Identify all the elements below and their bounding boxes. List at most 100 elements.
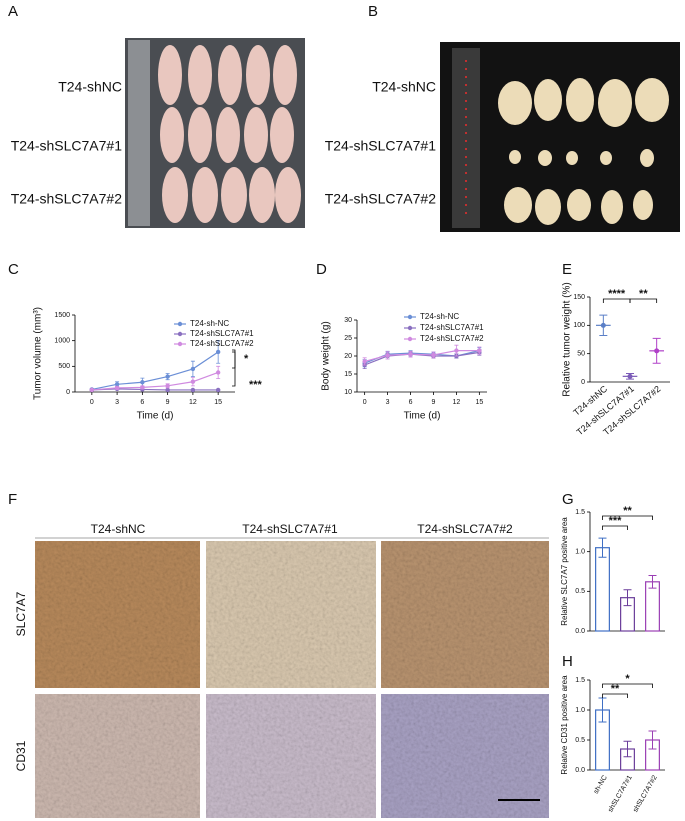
sig-bracket bbox=[602, 683, 653, 688]
point bbox=[362, 359, 367, 364]
y-tick-label: 100 bbox=[573, 322, 585, 329]
x-tick-label: 3 bbox=[386, 399, 390, 406]
row-label: T24-shSLC7A7#1 bbox=[325, 138, 437, 154]
sig-bracket bbox=[602, 515, 653, 520]
x-tick-label: 3 bbox=[115, 399, 119, 406]
y-tick-label: 50 bbox=[577, 351, 585, 358]
sig-label: *** bbox=[249, 379, 263, 391]
y-tick-label: 0 bbox=[66, 389, 70, 396]
point bbox=[165, 387, 170, 393]
row-label: T24-shNC bbox=[372, 79, 436, 95]
y-tick-label: 1000 bbox=[54, 338, 70, 345]
sig-bracket bbox=[602, 525, 628, 530]
panel-label: E bbox=[562, 261, 572, 278]
point bbox=[114, 382, 120, 387]
series-line bbox=[364, 350, 480, 362]
legend-marker bbox=[407, 314, 413, 320]
y-axis-label: Tumor volume (mm³) bbox=[33, 307, 44, 400]
y-tick-label: 0.5 bbox=[575, 588, 585, 595]
y-tick-label: 1.0 bbox=[575, 707, 585, 714]
panel-label: D bbox=[316, 261, 327, 278]
x-tick-label: 9 bbox=[432, 399, 436, 406]
sig-bracket bbox=[232, 349, 236, 387]
x-tick-label: 6 bbox=[409, 399, 413, 406]
row-label: T24-shNC bbox=[58, 79, 122, 95]
point bbox=[215, 349, 221, 355]
x-tick-label: 0 bbox=[363, 399, 367, 406]
error-bar bbox=[626, 373, 634, 380]
point bbox=[190, 366, 196, 372]
x-axis-label: Time (d) bbox=[137, 411, 174, 422]
point bbox=[454, 348, 459, 353]
y-tick-label: 0.0 bbox=[575, 767, 585, 774]
error-bar bbox=[598, 537, 607, 558]
y-tick-label: 1500 bbox=[54, 312, 70, 319]
point bbox=[477, 348, 482, 353]
sig-label: * bbox=[244, 353, 249, 365]
x-tick-label: shSLC7A7#1 bbox=[607, 774, 634, 813]
y-tick-label: 10 bbox=[344, 389, 352, 396]
x-tick-label: 15 bbox=[475, 399, 483, 406]
panel-label: B bbox=[368, 3, 378, 20]
sig-label: ** bbox=[639, 288, 648, 300]
row-label: T24-shSLC7A7#1 bbox=[11, 138, 123, 154]
panel-label: C bbox=[8, 261, 19, 278]
legend-label: T24-sh-NC bbox=[420, 312, 459, 321]
mice-photo bbox=[125, 38, 305, 228]
ihc-images bbox=[35, 541, 549, 818]
x-tick-label: shSLC7A7#2 bbox=[632, 774, 659, 813]
x-tick-label: 6 bbox=[140, 399, 144, 406]
series-line bbox=[91, 351, 219, 391]
x-tick-label: 12 bbox=[453, 399, 461, 406]
legend-marker bbox=[407, 325, 413, 331]
y-axis-label: Relative tumor weight (%) bbox=[562, 282, 573, 396]
point bbox=[431, 352, 436, 358]
error-bar bbox=[599, 314, 608, 337]
panel-label: G bbox=[562, 491, 574, 508]
sig-bracket bbox=[602, 693, 628, 698]
y-tick-label: 0 bbox=[581, 379, 585, 386]
sig-label: *** bbox=[609, 515, 623, 527]
y-axis-label: Relative SLC7A7 positive area bbox=[560, 517, 569, 626]
sig-bracket bbox=[232, 351, 236, 369]
point bbox=[165, 374, 170, 379]
point bbox=[165, 383, 170, 389]
series-line bbox=[91, 388, 219, 391]
error-bar bbox=[648, 574, 657, 589]
error-bar bbox=[652, 337, 661, 364]
row-label: T24-shSLC7A7#2 bbox=[11, 191, 123, 207]
error-bar bbox=[648, 730, 657, 750]
bar bbox=[645, 581, 660, 632]
legend-marker bbox=[177, 321, 183, 327]
legend-label: T24-shSLC7A7#2 bbox=[420, 334, 484, 343]
bar bbox=[595, 547, 610, 632]
column-label: T24-shSLC7A7#1 bbox=[242, 522, 338, 536]
legend-label: T24-shSLC7A7#1 bbox=[420, 323, 484, 332]
y-tick-label: 20 bbox=[344, 353, 352, 360]
panel-label: A bbox=[8, 3, 18, 20]
sig-label: * bbox=[625, 673, 630, 685]
x-tick-label: 12 bbox=[189, 399, 197, 406]
point bbox=[190, 387, 196, 393]
legend-label: T24-shSLC7A7#1 bbox=[190, 329, 254, 338]
error-bar bbox=[623, 589, 632, 607]
panel-label: H bbox=[562, 653, 573, 670]
x-tick-label: 9 bbox=[166, 399, 170, 406]
point bbox=[385, 353, 390, 358]
row-label: SLC7A7 bbox=[14, 591, 28, 636]
x-tick-label: 0 bbox=[90, 399, 94, 406]
y-tick-label: 1.0 bbox=[575, 549, 585, 556]
y-tick-label: 1.5 bbox=[575, 509, 585, 516]
legend-marker bbox=[177, 331, 183, 337]
column-label: T24-shNC bbox=[91, 522, 146, 536]
y-tick-label: 15 bbox=[344, 371, 352, 378]
y-tick-label: 500 bbox=[58, 363, 70, 370]
row-label: CD31 bbox=[14, 740, 28, 771]
legend-label: T24-shSLC7A7#2 bbox=[190, 339, 254, 348]
point bbox=[190, 379, 196, 384]
y-axis-label: Body weight (g) bbox=[321, 321, 332, 390]
point bbox=[408, 352, 413, 357]
tumor-photo bbox=[440, 42, 680, 232]
sig-label: ** bbox=[623, 505, 632, 517]
